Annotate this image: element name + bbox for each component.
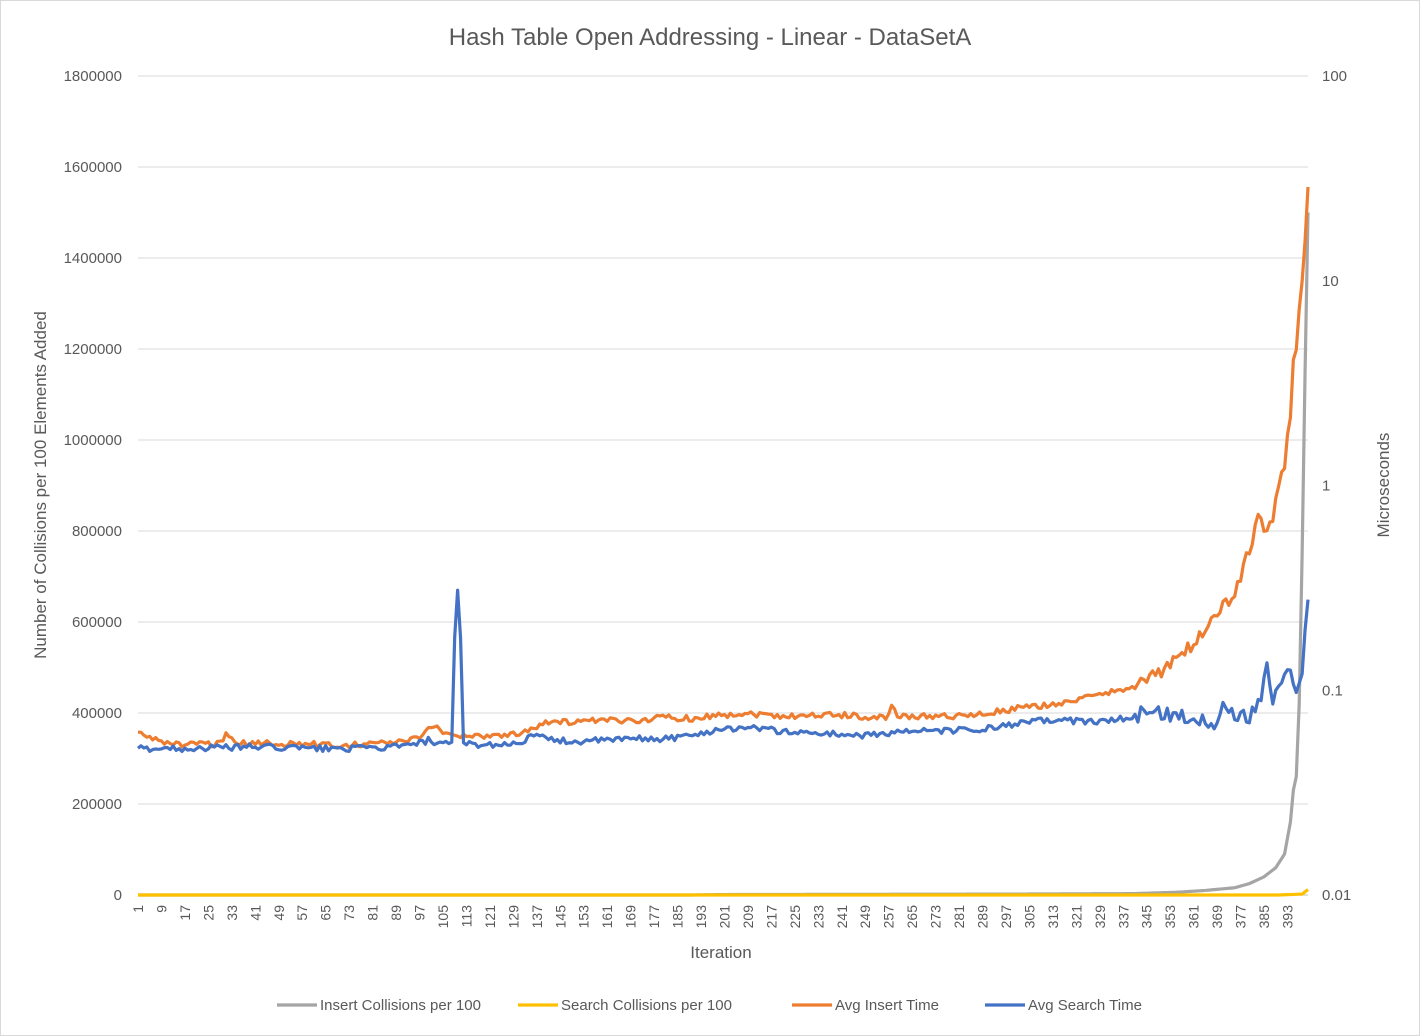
x-tick-label: 145 [552,905,568,929]
y-tick-label: 800000 [72,523,122,540]
x-tick-label: 369 [1209,905,1225,929]
x-tick-label: 57 [294,905,310,921]
series-line [137,186,1310,750]
x-tick-label: 193 [693,905,709,929]
x-tick-label: 25 [200,905,216,921]
y2-tick-label: 10 [1322,273,1339,290]
y-axis-right-ticks: 0.01 0.1 1 10 100 [1322,68,1351,904]
y-tick-label: 200000 [72,796,122,813]
x-tick-label: 161 [599,905,615,929]
legend-label: Insert Collisions per 100 [320,997,481,1014]
x-tick-label: 257 [881,905,897,929]
x-tick-label: 353 [1162,905,1178,929]
gridlines [138,75,1308,896]
x-tick-label: 249 [857,905,873,929]
x-tick-label: 361 [1186,905,1202,929]
x-tick-label: 73 [341,905,357,921]
legend-label: Avg Search Time [1028,997,1142,1014]
x-tick-label: 321 [1068,905,1084,929]
y-tick-label: 1800000 [64,68,122,85]
chart-title: Hash Table Open Addressing - Linear - Da… [449,24,972,51]
x-tick-label: 217 [763,905,779,929]
y-axis-left-ticks: 0 200000 400000 600000 800000 1000000 1200000 1… [64,68,122,904]
x-tick-label: 113 [458,905,474,928]
x-tick-label: 345 [1139,905,1155,929]
x-tick-label: 49 [271,905,287,921]
x-axis-label: Iteration [690,943,751,962]
y2-tick-label: 100 [1322,68,1347,85]
x-tick-label: 337 [1115,905,1131,929]
x-tick-label: 89 [388,905,404,921]
x-tick-label: 169 [623,905,639,929]
x-tick-label: 281 [951,905,967,929]
y-tick-label: 1000000 [64,432,122,449]
x-tick-label: 377 [1233,905,1249,929]
x-tick-label: 209 [740,905,756,929]
y2-tick-label: 0.01 [1322,887,1351,904]
x-tick-label: 81 [365,905,381,921]
legend-label: Search Collisions per 100 [561,997,732,1014]
x-tick-label: 1 [130,905,146,913]
x-tick-label: 225 [787,905,803,929]
y-tick-label: 1400000 [64,250,122,267]
x-tick-label: 241 [834,905,850,929]
series-line [136,588,1310,754]
x-tick-label: 393 [1279,905,1295,929]
y2-tick-label: 0.1 [1322,682,1343,699]
x-tick-label: 105 [435,905,451,929]
x-tick-label: 289 [975,905,991,929]
x-tick-label: 137 [529,905,545,929]
x-tick-label: 201 [716,905,732,929]
legend: Insert Collisions per 100 Search Collisio… [277,997,1142,1014]
x-tick-label: 185 [670,905,686,929]
x-tick-label: 121 [482,905,498,929]
x-tick-label: 233 [810,905,826,929]
y-tick-label: 400000 [72,705,122,722]
x-tick-label: 97 [412,905,428,921]
y2-tick-label: 1 [1322,478,1330,495]
x-tick-label: 177 [646,905,662,929]
y-axis-left-label: Number of Collisions per 100 Elements Ad… [31,311,50,659]
x-tick-label: 41 [247,905,263,921]
x-tick-label: 33 [224,905,240,921]
x-tick-label: 273 [928,905,944,929]
x-tick-label: 17 [177,905,193,921]
y-tick-label: 600000 [72,614,122,631]
x-axis-ticks: 1 9 17 25 33 41 49 57 65 73 81 89 97 105 113 121 129 137 1… [130,905,1295,929]
x-tick-label: 297 [998,905,1014,929]
x-tick-label: 329 [1092,905,1108,929]
y-tick-label: 1600000 [64,159,122,176]
x-tick-label: 305 [1021,905,1037,929]
legend-label: Avg Insert Time [835,997,939,1014]
x-tick-label: 129 [505,905,521,929]
x-tick-label: 265 [904,905,920,929]
x-tick-label: 153 [576,905,592,929]
y-tick-label: 1200000 [64,341,122,358]
x-tick-label: 65 [318,905,334,921]
series-line [138,888,1309,897]
series-lines [136,186,1310,897]
x-tick-label: 385 [1256,905,1272,929]
series-line [138,212,1310,897]
y-axis-right-label: Microseconds [1374,433,1393,538]
x-tick-label: 313 [1045,905,1061,929]
x-tick-label: 9 [153,905,169,913]
y-tick-label: 0 [114,887,122,904]
